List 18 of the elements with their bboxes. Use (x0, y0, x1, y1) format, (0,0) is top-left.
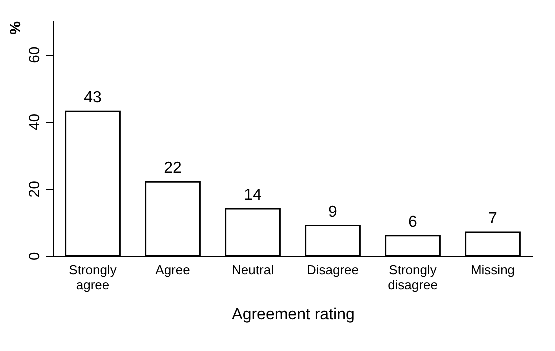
x-tick-label: Strongly disagree (388, 262, 438, 292)
y-tick-label: 20 (26, 181, 44, 198)
data-label: 9 (328, 204, 338, 221)
x-axis-title: Agreement rating (232, 306, 355, 324)
y-tick-label: 60 (26, 46, 44, 64)
data-label: 14 (244, 187, 262, 204)
x-tick-label: Neutral (232, 262, 274, 278)
y-tick-label: 0 (26, 252, 44, 261)
data-label: 6 (408, 214, 418, 231)
x-tick-label: Agree (156, 262, 190, 278)
data-label: 7 (488, 210, 498, 228)
x-tick-label: Disagree (306, 262, 360, 278)
y-axis-title: % (8, 22, 24, 35)
x-tick-label: Strongly agree (69, 262, 118, 292)
x-tick-label: Missing (470, 262, 516, 278)
data-label: 43 (84, 90, 102, 107)
data-label: 22 (164, 160, 182, 178)
y-tick-label: 40 (26, 114, 44, 131)
